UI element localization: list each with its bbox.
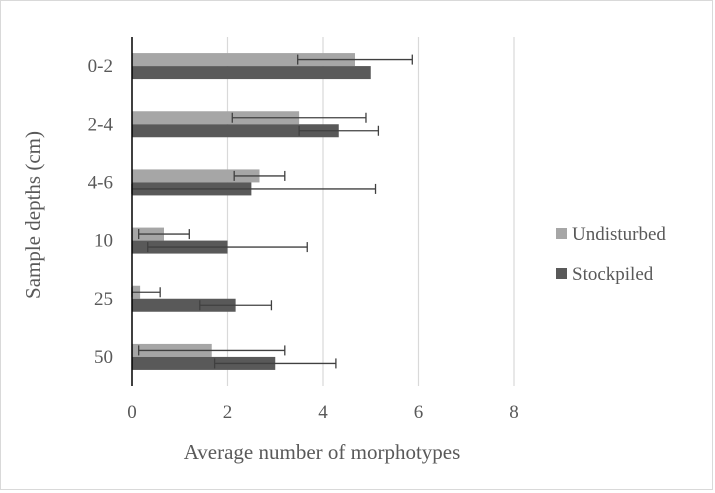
error-bar <box>199 300 273 311</box>
bar-stockpiled-25 <box>132 298 236 312</box>
category-label: 25 <box>94 289 113 310</box>
x-tick-label: 0 <box>127 402 137 423</box>
error-bar <box>213 358 337 369</box>
legend-swatch-stockpiled <box>556 268 567 279</box>
x-tick-labels: 0 2 4 6 8 <box>127 402 519 423</box>
gridlines <box>226 37 515 386</box>
error-bar <box>297 54 413 65</box>
bar-stockpiled-2-4 <box>132 124 339 138</box>
category-label: 0-2 <box>88 56 113 77</box>
x-axis-title: Average number of morphotypes <box>184 440 461 464</box>
error-bar <box>138 345 286 356</box>
category-labels: 0-2 2-4 4-6 10 25 50 <box>88 56 114 368</box>
error-bar <box>231 112 367 123</box>
category-label: 50 <box>94 347 113 368</box>
error-bar <box>298 125 380 136</box>
error-bars <box>131 54 413 369</box>
bar-undisturbed-2-4 <box>132 111 300 125</box>
x-tick-label: 4 <box>318 402 328 423</box>
legend-swatch-undisturbed <box>556 228 567 239</box>
bar-undisturbed-4-6 <box>132 169 260 183</box>
bar-undisturbed-0-2 <box>132 53 355 67</box>
bar-stockpiled-50 <box>132 356 276 370</box>
legend: Undisturbed Stockpiled <box>556 224 666 285</box>
bars <box>132 53 371 370</box>
bar-stockpiled-0-2 <box>132 66 371 80</box>
category-label: 2-4 <box>88 114 114 135</box>
category-label: 10 <box>94 231 113 252</box>
error-bar <box>138 229 190 240</box>
error-bar <box>233 170 286 181</box>
x-tick-label: 6 <box>414 402 424 423</box>
category-label: 4-6 <box>88 172 113 193</box>
legend-label-stockpiled: Stockpiled <box>572 264 654 285</box>
error-bar <box>147 242 308 253</box>
x-tick-label: 8 <box>509 402 519 423</box>
x-tick-label: 2 <box>223 402 233 423</box>
legend-label-undisturbed: Undisturbed <box>572 224 666 245</box>
y-axis-title: Sample depths (cm) <box>21 131 45 299</box>
